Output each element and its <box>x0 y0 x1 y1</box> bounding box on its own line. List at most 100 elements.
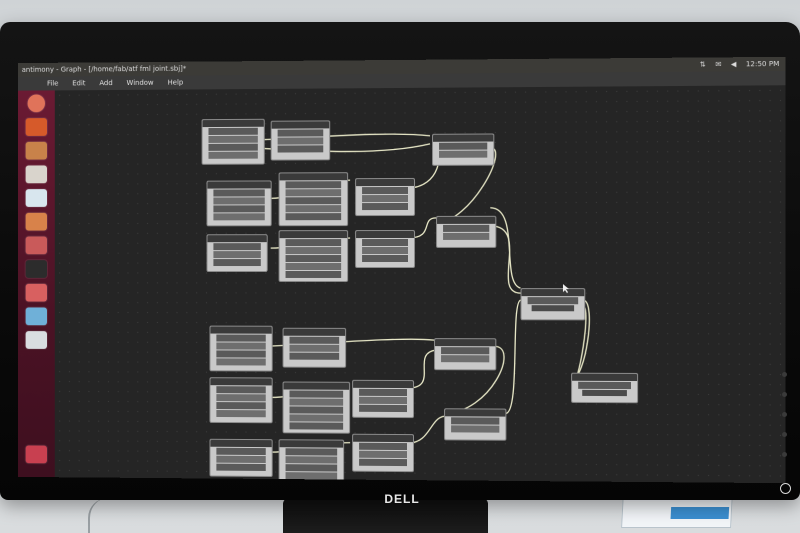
node-extrude-6[interactable] <box>352 434 414 472</box>
node-field[interactable] <box>290 337 340 344</box>
node-field[interactable] <box>286 456 338 463</box>
node-header[interactable] <box>208 235 267 242</box>
node-field[interactable] <box>208 136 257 143</box>
node-difference-4[interactable] <box>444 408 506 440</box>
files-icon[interactable] <box>26 142 47 160</box>
node-field[interactable] <box>216 464 265 471</box>
node-header[interactable] <box>210 327 271 334</box>
node-field[interactable] <box>213 197 264 204</box>
export-button[interactable] <box>582 390 627 396</box>
node-field[interactable] <box>286 472 338 479</box>
node-field[interactable] <box>216 386 265 393</box>
node-field[interactable] <box>286 464 338 471</box>
node-circle-1[interactable] <box>207 234 268 272</box>
node-field[interactable] <box>290 398 344 405</box>
node-header[interactable] <box>572 374 637 381</box>
node-field[interactable] <box>359 405 407 412</box>
node-array-3[interactable] <box>283 382 351 434</box>
node-field[interactable] <box>290 391 344 398</box>
node-field[interactable] <box>286 197 342 204</box>
node-field[interactable] <box>290 414 344 421</box>
folder-icon[interactable] <box>26 331 47 349</box>
node-field[interactable] <box>286 213 342 220</box>
node-field[interactable] <box>208 152 257 159</box>
node-field[interactable] <box>216 448 265 455</box>
terminal-icon[interactable] <box>26 260 47 278</box>
node-field[interactable] <box>278 137 324 144</box>
node-field[interactable] <box>359 451 407 458</box>
node-rectangle-3[interactable] <box>209 326 272 372</box>
settings-icon[interactable] <box>26 236 47 254</box>
node-stl-export[interactable] <box>571 373 638 404</box>
node-header[interactable] <box>353 435 413 442</box>
node-header[interactable] <box>435 339 495 346</box>
node-field[interactable] <box>290 345 340 352</box>
node-field[interactable] <box>286 239 342 246</box>
graph-canvas[interactable] <box>55 85 786 483</box>
node-field[interactable] <box>286 255 342 262</box>
menu-edit[interactable]: Edit <box>72 76 85 90</box>
node-rectangle-2[interactable] <box>207 180 272 226</box>
node-header[interactable] <box>522 289 585 296</box>
node-field[interactable] <box>216 456 265 463</box>
node-field[interactable] <box>213 189 264 196</box>
node-circle-2[interactable] <box>209 439 272 477</box>
menu-add[interactable]: Add <box>99 76 112 90</box>
node-header[interactable] <box>210 378 271 385</box>
node-header[interactable] <box>356 179 414 186</box>
node-difference-3[interactable] <box>434 338 496 370</box>
node-field[interactable] <box>216 358 265 365</box>
node-field[interactable] <box>362 239 408 246</box>
node-union[interactable] <box>521 288 586 320</box>
node-array-2[interactable] <box>279 230 349 282</box>
node-field[interactable] <box>290 406 344 413</box>
node-field[interactable] <box>213 259 260 266</box>
node-header[interactable] <box>445 409 505 416</box>
node-extrude-2[interactable] <box>355 178 415 216</box>
node-header[interactable] <box>208 181 271 188</box>
node-header[interactable] <box>433 134 493 141</box>
system-tray[interactable]: ⇅ ✉ ◀ 12:50 PM <box>693 57 780 72</box>
node-difference-1[interactable] <box>432 133 494 165</box>
export-button[interactable] <box>532 305 574 311</box>
side-button[interactable] <box>782 412 787 417</box>
node-difference-2[interactable] <box>436 216 496 248</box>
node-field[interactable] <box>208 128 257 135</box>
node-field[interactable] <box>286 271 342 278</box>
node-field[interactable] <box>451 417 499 424</box>
node-field[interactable] <box>290 353 340 360</box>
side-button[interactable] <box>782 432 787 437</box>
node-field[interactable] <box>439 143 487 150</box>
node-field[interactable] <box>359 389 407 396</box>
node-array-1[interactable] <box>279 172 349 226</box>
node-field[interactable] <box>362 187 408 194</box>
node-header[interactable] <box>356 231 414 238</box>
firefox-icon[interactable] <box>26 118 47 136</box>
mail-icon[interactable]: ✉ <box>715 60 721 68</box>
node-header[interactable] <box>280 231 348 238</box>
node-field[interactable] <box>286 448 338 455</box>
node-field[interactable] <box>578 382 631 389</box>
node-field[interactable] <box>286 189 342 196</box>
node-field[interactable] <box>441 355 489 362</box>
clock[interactable]: 12:50 PM <box>746 60 780 68</box>
node-rectangle-4[interactable] <box>209 377 272 423</box>
node-field[interactable] <box>216 402 265 409</box>
node-field[interactable] <box>362 255 408 262</box>
node-field[interactable] <box>278 129 324 136</box>
node-header[interactable] <box>353 381 413 388</box>
side-button[interactable] <box>782 452 787 457</box>
node-field[interactable] <box>439 151 487 158</box>
node-field[interactable] <box>528 297 579 304</box>
node-extrude-5[interactable] <box>352 380 414 418</box>
system-settings-icon[interactable] <box>26 284 47 302</box>
node-field[interactable] <box>278 145 324 152</box>
node-header[interactable] <box>437 217 495 224</box>
node-header[interactable] <box>284 329 346 336</box>
node-header[interactable] <box>284 383 350 390</box>
node-header[interactable] <box>280 440 344 447</box>
node-header[interactable] <box>280 173 348 180</box>
node-field[interactable] <box>286 205 342 212</box>
node-extrude-1[interactable] <box>271 120 331 160</box>
node-extrude-4[interactable] <box>283 328 347 368</box>
